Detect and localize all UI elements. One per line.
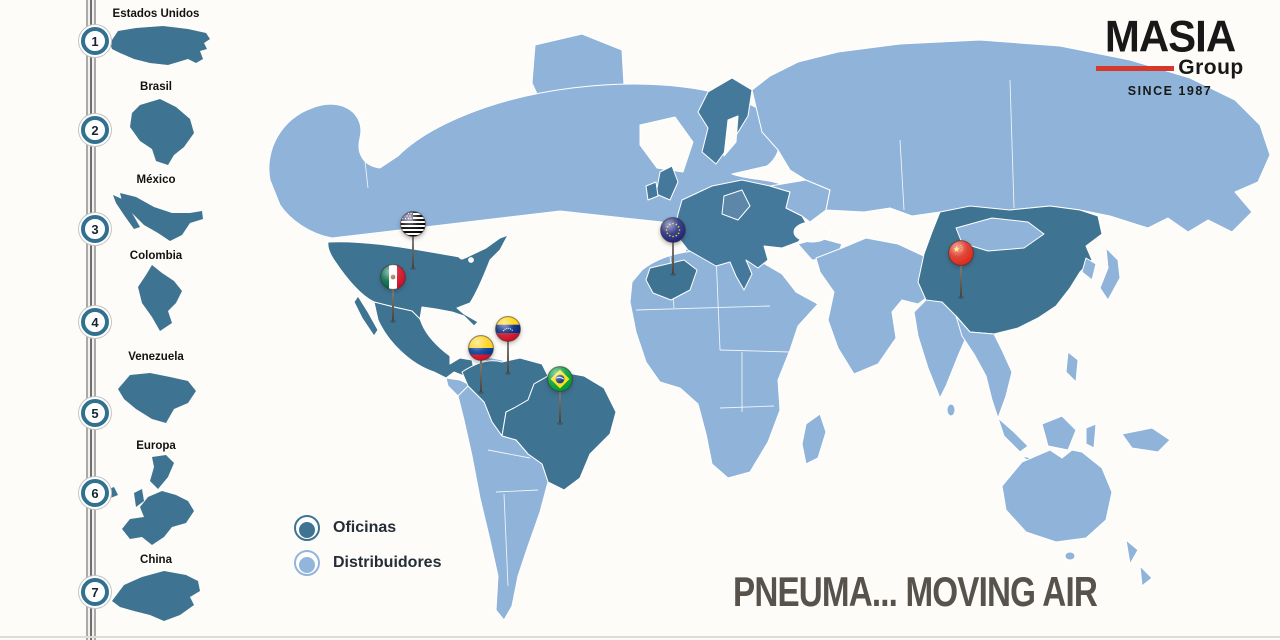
pin-stick: [958, 261, 964, 299]
bottom-divider: [0, 636, 1280, 638]
logo-group-text: Group: [1178, 56, 1244, 79]
sidebar-step-4: 4: [81, 308, 109, 336]
legend-distributors-label: Distribuidores: [333, 554, 442, 571]
region-africa: [629, 250, 819, 479]
logo-red-bar: [1096, 65, 1175, 71]
china-flag-pin: [948, 240, 974, 310]
region-mexico: [373, 301, 475, 379]
sidebar-label-europa: Europa: [136, 440, 176, 452]
map-legend: Oficinas Distribuidores: [294, 515, 441, 585]
region-spain: [645, 259, 698, 301]
pin-stick: [390, 285, 396, 323]
region-sri-lanka: [946, 403, 956, 417]
black-sea: [793, 221, 831, 243]
pin-stick: [505, 337, 511, 375]
region-tasmania: [1064, 551, 1076, 561]
pin-stick: [670, 238, 676, 276]
sidebar-label-estados-unidos: Estados Unidos: [112, 8, 200, 20]
tagline: PNEUMA... MOVING AIR: [733, 569, 1098, 616]
region-russia: [751, 39, 1271, 233]
region-middle-east: [815, 237, 943, 375]
china-silhouette-icon: [112, 571, 200, 621]
sidebar-step-2: 2: [81, 116, 109, 144]
legend-offices-label: Oficinas: [333, 519, 397, 536]
usa-flag-pin: [400, 211, 426, 281]
region-new-guinea: [1121, 427, 1171, 453]
mexico-flag-pin: [380, 264, 406, 334]
pin-stick: [557, 387, 563, 425]
region-southeast-asia: [955, 315, 1013, 419]
sidebar-label-mexico: México: [136, 174, 176, 186]
region-borneo: [1041, 415, 1077, 451]
region-madagascar: [801, 413, 827, 465]
brazil-flag-pin: [547, 366, 573, 436]
sidebar-step-1: 1: [81, 27, 109, 55]
brazil-silhouette-icon: [130, 99, 194, 165]
sidebar-label-brasil: Brasil: [140, 81, 172, 93]
offices-dot-icon: [294, 515, 320, 541]
region-new-zealand: [1125, 539, 1153, 587]
venezuela-silhouette-icon: [118, 373, 196, 423]
pin-stick: [478, 356, 484, 394]
venezuela-flag-pin: [495, 316, 521, 386]
region-germany: [721, 189, 751, 221]
sidebar-step-6: 6: [81, 479, 109, 507]
colombia-silhouette-icon: [138, 265, 182, 331]
sidebar-label-china: China: [140, 554, 172, 566]
world-map: [268, 33, 1271, 621]
usa-silhouette-icon: [110, 26, 210, 65]
legend-row-offices: Oficinas: [294, 515, 441, 541]
distributors-dot-icon: [294, 550, 320, 576]
sidebar-step-3: 3: [81, 215, 109, 243]
region-sumatra: [997, 417, 1029, 453]
region-southern-south-america: [457, 385, 549, 621]
europe-silhouette-icon: [104, 455, 194, 545]
region-australia: [1001, 449, 1113, 543]
mexico-silhouette-icon: [113, 193, 203, 241]
region-sulawesi: [1085, 423, 1097, 449]
logo-since-text: SINCE 1987: [1127, 84, 1213, 98]
logo-brand-text: MASIA: [1104, 11, 1236, 62]
sidebar-step-7: 7: [81, 578, 109, 606]
sidebar-label-colombia: Colombia: [129, 250, 183, 262]
region-korea: [1081, 257, 1097, 281]
sidebar-label-venezuela: Venezuela: [128, 351, 184, 363]
colombia-flag-pin: [468, 335, 494, 405]
pin-stick: [410, 232, 416, 270]
region-philippines: [1065, 351, 1079, 383]
region-ireland: [645, 181, 659, 201]
masia-group-logo: MASIA Group SINCE 1987: [1090, 11, 1250, 98]
eu-flag-pin: [660, 217, 686, 287]
legend-row-distributors: Distribuidores: [294, 550, 441, 576]
region-baja-california: [353, 295, 379, 337]
region-japan: [1099, 247, 1121, 301]
hudson-bay: [639, 116, 694, 173]
sidebar-step-5: 5: [81, 399, 109, 427]
